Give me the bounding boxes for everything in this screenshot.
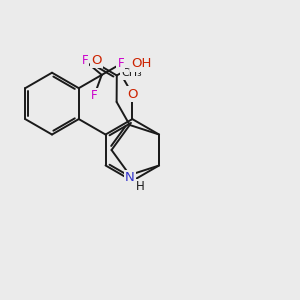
Text: O: O	[127, 88, 138, 100]
Text: F: F	[82, 54, 88, 67]
Text: H: H	[136, 180, 144, 193]
Text: N: N	[125, 172, 135, 184]
Text: F: F	[91, 89, 98, 102]
Text: OH: OH	[131, 57, 152, 70]
Text: F: F	[118, 57, 124, 70]
Text: O: O	[91, 54, 102, 67]
Text: CH₃: CH₃	[121, 68, 142, 79]
